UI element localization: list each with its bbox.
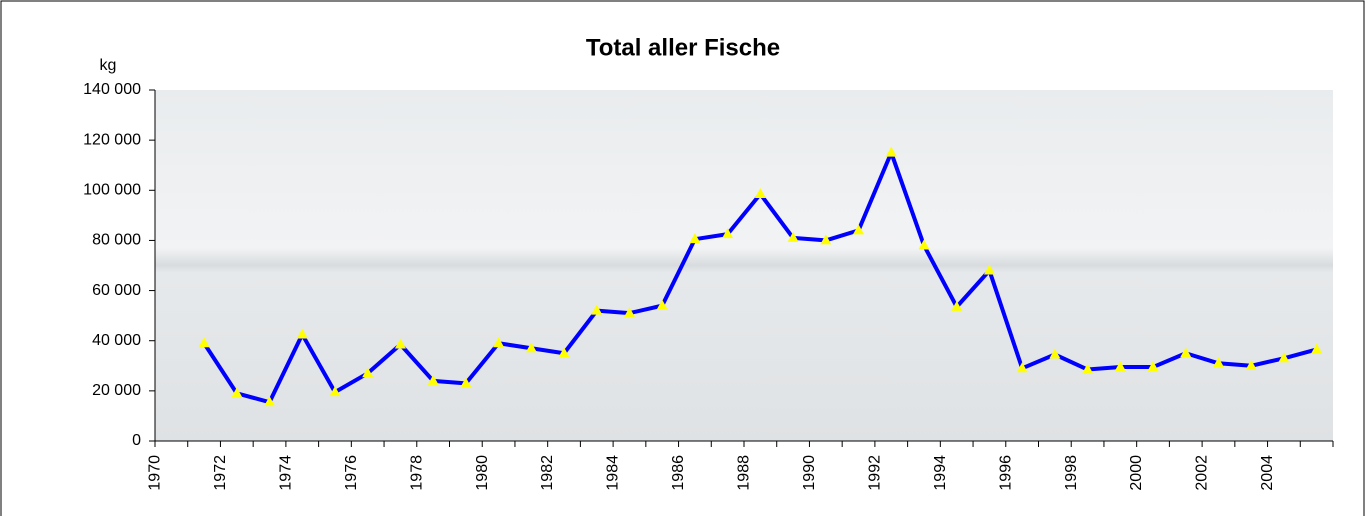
x-tick-label: 2000: [1128, 455, 1145, 491]
x-tick-label: 1976: [343, 455, 360, 491]
x-tick-label: 1986: [670, 455, 687, 491]
x-tick-label: 1996: [997, 455, 1014, 491]
x-tick-label: 1984: [605, 455, 622, 491]
y-tick-label: 60 000: [92, 282, 141, 299]
x-tick-label: 2002: [1194, 455, 1211, 491]
y-tick-label: 0: [132, 432, 141, 449]
y-tick-label: 40 000: [92, 332, 141, 349]
x-tick-label: 1992: [866, 455, 883, 491]
chart: Total aller Fische kg 0 20 000 40 000 60 00…: [0, 0, 1365, 516]
x-tick-label: 1974: [277, 455, 294, 491]
y-tick-label: 80 000: [92, 232, 141, 249]
x-tick-label: 1990: [801, 455, 818, 491]
y-tick-label: 100 000: [83, 182, 141, 199]
x-tick-label: 1972: [212, 455, 229, 491]
x-tick-label: 1988: [736, 455, 753, 491]
x-tick-label: 1978: [408, 455, 425, 491]
x-tick-label: 2004: [1259, 455, 1276, 491]
x-tick-label: 1994: [932, 455, 949, 491]
x-tick-label: 1998: [1063, 455, 1080, 491]
x-tick-label: 1982: [539, 455, 556, 491]
x-tick-label: 1970: [147, 455, 164, 491]
y-tick-label: 120 000: [83, 131, 141, 148]
y-tick-label: 20 000: [92, 382, 141, 399]
chart-title: Total aller Fische: [586, 34, 780, 61]
y-tick-label: 140 000: [83, 81, 141, 98]
x-tick-label: 1980: [474, 455, 491, 491]
y-axis-label: kg: [100, 57, 117, 74]
